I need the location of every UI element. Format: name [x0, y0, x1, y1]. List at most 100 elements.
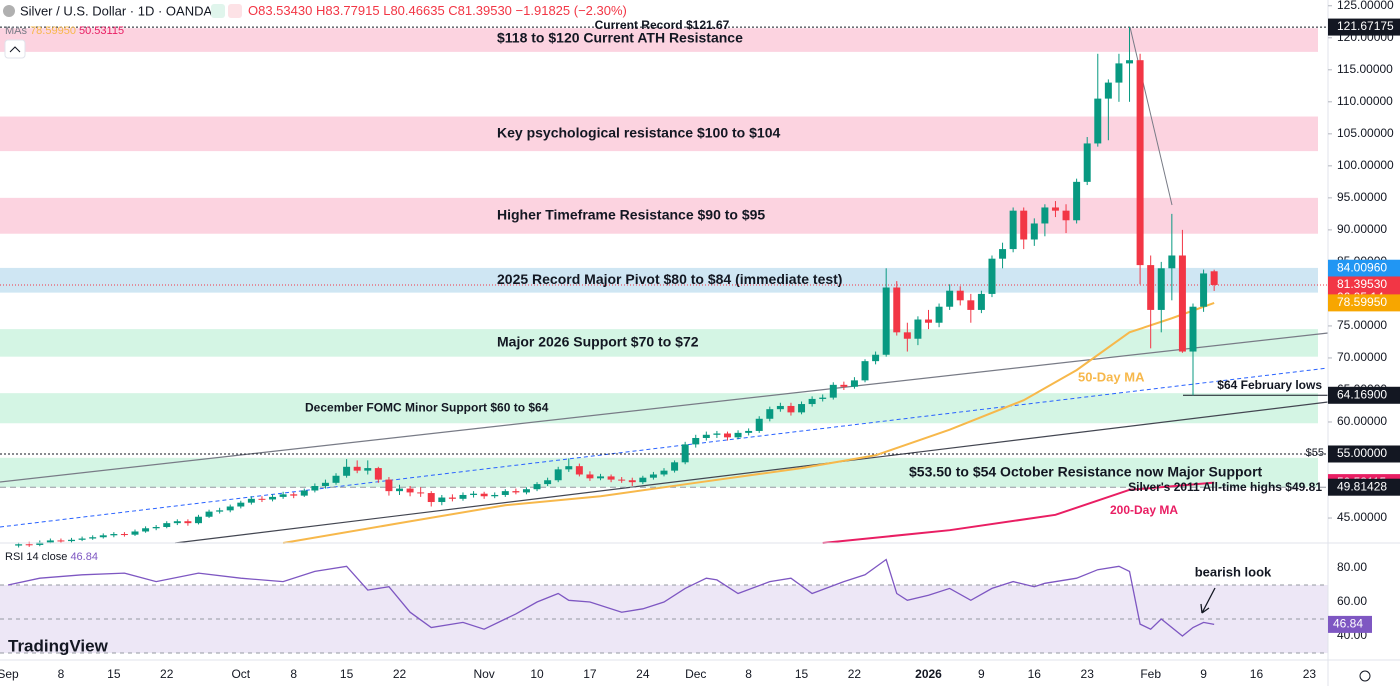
candle-body	[163, 523, 171, 527]
candle-body	[1147, 265, 1155, 310]
price-label: 121.67175	[1337, 19, 1394, 33]
candle-body	[480, 493, 488, 497]
candle-body	[533, 484, 541, 490]
candle-body	[78, 538, 86, 540]
candle-body	[914, 319, 922, 339]
candle-body	[829, 384, 837, 398]
candle-body	[988, 258, 996, 294]
candle-body	[681, 444, 689, 463]
candle-body	[1009, 210, 1017, 250]
candle-body	[205, 511, 213, 517]
candle-body	[1178, 255, 1186, 352]
price-label-box	[1328, 445, 1400, 463]
y-tick-label: 60.00	[1337, 594, 1367, 608]
candle-body	[173, 521, 181, 524]
zone-label: 2025 Record Major Pivot $80 to $84 (imme…	[497, 271, 842, 287]
status-icon[interactable]	[228, 4, 242, 18]
candle-body	[459, 494, 467, 499]
candle-body	[512, 491, 520, 493]
candle-body	[131, 531, 139, 535]
candle-body	[872, 354, 880, 362]
candle-body	[216, 510, 224, 512]
candle-body	[269, 496, 277, 500]
candle-body	[1200, 273, 1208, 307]
status-icon[interactable]	[211, 4, 225, 18]
candle-body	[290, 494, 298, 496]
candle-body	[671, 462, 679, 471]
zone-label: Major 2026 Support $70 to $72	[497, 334, 699, 350]
price-label-box	[1328, 294, 1400, 312]
y-tick-label: 105.00000	[1337, 126, 1394, 140]
symbol: Silver / U.S. Dollar · 1D · OANDA	[20, 3, 212, 18]
settings-icon[interactable]	[1359, 670, 1371, 682]
candle-body	[1168, 255, 1176, 269]
candle-body	[850, 380, 858, 387]
y-tick-label: 80.00	[1337, 560, 1367, 574]
x-tick-label: 15	[340, 667, 354, 681]
candle-body	[1051, 207, 1059, 211]
x-tick-label: 2026	[915, 667, 942, 681]
candle-body	[448, 497, 456, 499]
candle-body	[501, 491, 509, 495]
x-tick-label: 8	[290, 667, 297, 681]
x-tick-label: 9	[978, 667, 985, 681]
x-tick-label: 15	[795, 667, 809, 681]
candle-body	[554, 469, 562, 481]
collapse-button[interactable]	[4, 39, 26, 59]
rsi-value-box	[1328, 615, 1372, 633]
price-label-box	[1328, 18, 1400, 36]
candle-body	[226, 506, 234, 511]
candle-body	[967, 300, 975, 310]
candle-body	[194, 516, 202, 524]
trend-line	[0, 332, 1329, 483]
x-tick-label: Nov	[473, 667, 494, 681]
candle-body	[374, 468, 382, 480]
candle-body	[25, 544, 33, 546]
price-label-box	[1328, 386, 1400, 404]
candle-body	[946, 290, 954, 307]
ma-label: 200-Day MA	[1110, 503, 1178, 517]
candle-body	[808, 398, 816, 405]
candle-body	[776, 405, 784, 410]
candle-body	[618, 479, 626, 481]
candle-body	[364, 468, 372, 471]
x-tick-label: 22	[848, 667, 862, 681]
candle-body	[343, 466, 351, 476]
ohlc: O83.53430 H83.77915 L80.46635 C81.39530 …	[248, 3, 627, 18]
y-tick-label: 75.00000	[1337, 318, 1387, 332]
candle-body	[999, 249, 1007, 259]
x-tick-label: Sep	[0, 667, 19, 681]
y-tick-label: 100.00000	[1337, 158, 1394, 172]
candle-body	[1115, 63, 1123, 83]
y-tick-label: 115.00000	[1337, 62, 1393, 76]
price-label: 55.00000	[1337, 446, 1387, 460]
zone-label: December FOMC Minor Support $60 to $64	[305, 400, 549, 414]
annotation-arrow	[1200, 587, 1216, 614]
candle-body	[142, 528, 150, 532]
candle-body	[247, 498, 255, 503]
y-tick-label: 45.00000	[1337, 510, 1387, 524]
candle-body	[57, 540, 65, 542]
candle-body	[882, 287, 890, 355]
price-label-box	[1328, 478, 1400, 496]
candle-body	[1062, 210, 1070, 221]
collapse-icon	[9, 46, 21, 53]
candle-body	[702, 434, 710, 438]
annotation: bearish look	[1195, 564, 1272, 579]
candle-body	[1083, 143, 1091, 182]
candle-body	[311, 486, 319, 491]
moving-average	[282, 301, 1215, 544]
logo[interactable]: TradingView	[8, 636, 109, 655]
candle-body	[46, 540, 54, 543]
y-tick-label: 70.00000	[1337, 350, 1387, 364]
candle-body	[787, 405, 795, 413]
candle-body	[237, 502, 245, 507]
candle-body	[396, 488, 403, 492]
y-tick-label: 95.00000	[1337, 190, 1387, 204]
candle-body	[639, 477, 647, 483]
candle-body	[861, 361, 869, 381]
candle-body	[353, 466, 361, 471]
candle-body	[491, 494, 499, 497]
candle-body	[99, 535, 107, 538]
